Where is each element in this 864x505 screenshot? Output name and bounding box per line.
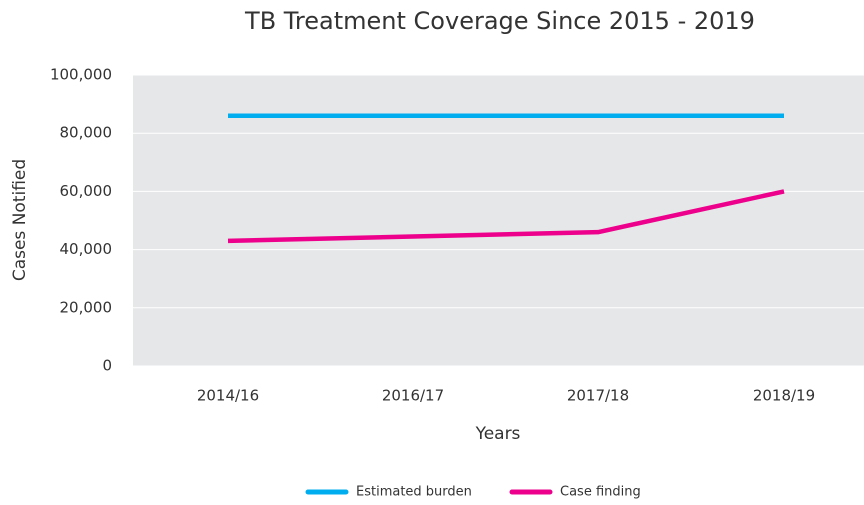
y-axis-title: Cases Notified xyxy=(10,159,30,281)
x-tick-label: 2018/19 xyxy=(753,387,815,405)
x-tick-label: 2014/16 xyxy=(197,387,259,405)
y-tick-label: 0 xyxy=(102,357,112,375)
x-tick-label: 2017/18 xyxy=(567,387,629,405)
y-tick-label: 60,000 xyxy=(60,182,113,200)
y-tick-label: 20,000 xyxy=(60,298,113,316)
legend-label: Estimated burden xyxy=(356,485,472,500)
y-tick-label: 40,000 xyxy=(60,240,113,258)
y-tick-label: 80,000 xyxy=(60,124,113,142)
legend-label: Case finding xyxy=(560,485,641,500)
chart-title: TB Treatment Coverage Since 2015 - 2019 xyxy=(244,7,755,35)
y-tick-label: 100,000 xyxy=(50,66,112,84)
plot-area xyxy=(133,75,864,366)
series-line xyxy=(227,189,785,244)
x-tick-label: 2016/17 xyxy=(382,387,444,405)
x-axis-title: Years xyxy=(475,424,521,444)
